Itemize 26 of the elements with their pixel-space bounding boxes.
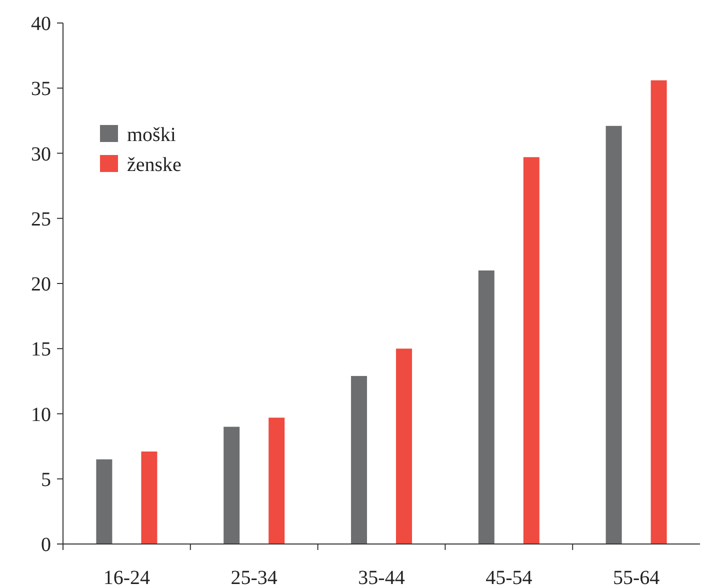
y-tick-label: 0	[41, 534, 51, 556]
y-tick-label: 30	[31, 143, 51, 166]
y-tick-label: 20	[31, 274, 51, 296]
y-tick-label: 25	[31, 208, 51, 230]
bar	[141, 452, 158, 544]
x-tick-label: 25-34	[230, 567, 278, 588]
y-tick-label: 15	[31, 338, 51, 361]
y-tick-label: 5	[41, 468, 51, 491]
x-tick-label: 55-64	[612, 567, 660, 588]
y-tick-label: 10	[31, 404, 51, 426]
y-tick-label: 35	[31, 78, 51, 100]
bar	[478, 270, 494, 544]
y-tick-label: 40	[31, 13, 51, 35]
bar	[523, 157, 540, 544]
legend-label: ženske	[127, 154, 182, 176]
bar	[351, 376, 367, 544]
x-tick-label: 16-24	[103, 567, 150, 588]
x-tick-label: 35-44	[358, 567, 405, 588]
bar	[606, 126, 622, 544]
legend-label: moški	[127, 124, 176, 146]
bar	[96, 459, 112, 544]
bar	[224, 426, 240, 544]
x-tick-label: 45-54	[486, 567, 532, 588]
bar	[396, 348, 412, 544]
bar	[268, 418, 285, 544]
bar	[650, 80, 667, 544]
